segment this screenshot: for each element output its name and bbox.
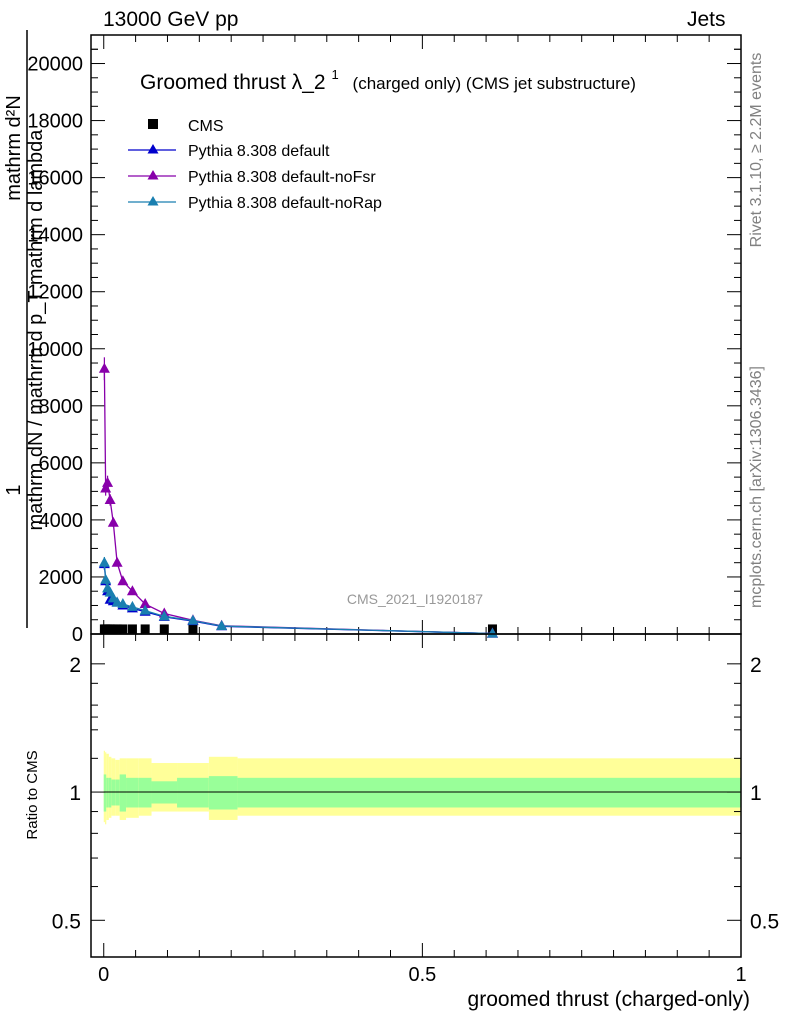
y-tick-label: 2000 <box>39 567 84 589</box>
x-tick-label: 0.5 <box>408 964 436 986</box>
data-point-nofsr <box>102 476 114 487</box>
rivet-version-label: Rivet 3.1.10, ≥ 2.2M events <box>748 53 765 248</box>
data-point-norap <box>486 627 498 638</box>
ratio-plot-frame <box>90 633 742 958</box>
data-point-norap <box>158 610 170 621</box>
y-tick-label: 12000 <box>27 282 83 304</box>
data-point-norap <box>187 614 199 625</box>
ratio-inner-band-bin <box>126 777 139 808</box>
ratio-y-tick-label-right: 0.5 <box>750 910 779 933</box>
legend-item-norap: Pythia 8.308 default-noRap <box>128 195 382 212</box>
y-tick-label: 14000 <box>27 225 83 247</box>
ratio-inner-band-bin <box>138 777 152 808</box>
ratio-inner-band-bin <box>237 777 741 808</box>
legend-item-cms: CMS <box>148 118 224 135</box>
y-tick-label: 20000 <box>27 54 83 76</box>
data-point-cms <box>118 624 128 634</box>
legend-label-default: Pythia 8.308 default <box>188 143 330 160</box>
data-point-nofsr <box>139 598 151 609</box>
data-point-norap <box>216 620 228 631</box>
y-tick-label: 8000 <box>39 396 84 418</box>
ratio-inner-band-bin <box>177 777 209 808</box>
ratio-y-tick-label-right: 2 <box>750 654 762 677</box>
data-point-norap <box>98 556 110 567</box>
ratio-inner-band-bin <box>106 777 109 808</box>
legend-label-norap: Pythia 8.308 default-noRap <box>188 195 382 212</box>
ratio-inner-band-bin <box>119 774 127 812</box>
y-axis-label-denominator: mathrm dN / mathrm d p_T mathrm d lambda <box>25 129 47 531</box>
data-point-nofsr <box>111 556 123 567</box>
x-axis-label: groomed thrust (charged-only) <box>468 988 750 1011</box>
ratio-y-tick-label: 1 <box>69 782 81 805</box>
x-tick-label: 1 <box>735 964 746 986</box>
ratio-y-tick-label-right: 1 <box>750 782 762 805</box>
x-tick-label: 0 <box>98 964 109 986</box>
legend: CMS Pythia 8.308 default Pythia 8.308 de… <box>128 118 382 212</box>
ratio-inner-band-bin <box>108 777 112 808</box>
legend-marker-norap <box>147 196 159 206</box>
ratio-y-axis-label: Ratio to CMS <box>24 750 41 839</box>
chart-title-symbol: λ_2 <box>292 71 326 94</box>
series-norap <box>98 556 498 638</box>
data-point-norap <box>100 573 112 584</box>
legend-marker-nofsr <box>147 170 159 180</box>
legend-item-nofsr: Pythia 8.308 default-noFsr <box>128 169 376 186</box>
legend-marker-cms <box>148 119 158 129</box>
chart-title-main: Groomed thrust <box>140 71 286 94</box>
ratio-inner-band-bin <box>208 776 238 810</box>
ratio-inner-band-bin <box>105 774 107 812</box>
category-label: Jets <box>687 8 726 31</box>
chart-title-rest: (charged only) (CMS jet substructure) <box>353 74 636 93</box>
y-axis-label-top: mathrm d²N <box>3 95 25 201</box>
ratio-y-tick-label: 0.5 <box>52 910 81 933</box>
svg-text:Groomed thrust λ_2 1: Groomed thrust λ_2 1 (charged only) (CMS… <box>140 61 636 94</box>
data-point-cms <box>188 624 198 634</box>
data-point-nofsr <box>98 362 110 373</box>
legend-marker-default <box>147 144 159 154</box>
y-tick-label: 6000 <box>39 453 84 475</box>
data-point-nofsr <box>100 482 112 493</box>
chart-title-superscript: 1 <box>331 67 338 82</box>
y-tick-label: 4000 <box>39 510 84 532</box>
data-point-cms <box>127 624 137 634</box>
y-tick-label: 16000 <box>27 168 83 190</box>
energy-label: 13000 GeV pp <box>103 8 239 31</box>
legend-label-nofsr: Pythia 8.308 default-noFsr <box>188 169 376 186</box>
y-tick-label: 0 <box>72 624 83 646</box>
data-point-nofsr <box>104 493 116 504</box>
data-point-norap <box>139 604 151 615</box>
data-point-nofsr <box>107 516 119 527</box>
y-axis-label-one: 1 <box>3 484 25 495</box>
y-tick-label: 18000 <box>27 111 83 133</box>
data-point-cms <box>159 624 169 634</box>
ratio-y-tick-label: 2 <box>69 654 81 677</box>
main-panel: 0 2000 4000 6000 8000 10000 12000 14000 16000 180… <box>27 34 742 646</box>
data-point-norap <box>126 600 138 611</box>
data-point-nofsr <box>126 585 138 596</box>
legend-item-default: Pythia 8.308 default <box>128 143 330 160</box>
mcplots-reference-label: mcplots.cern.ch [arXiv:1306.3436] <box>748 366 765 608</box>
analysis-watermark: CMS_2021_I1920187 <box>347 591 483 607</box>
data-point-cms <box>112 624 122 634</box>
legend-label-cms: CMS <box>188 118 224 135</box>
ratio-inner-band-bin <box>103 774 106 812</box>
data-point-norap <box>117 598 129 609</box>
ratio-panel: 0 0.5 1 0.5 0.5 1 1 2 2 <box>52 633 779 986</box>
data-point-cms <box>140 624 150 634</box>
data-point-nofsr <box>117 575 129 586</box>
y-tick-label: 10000 <box>27 339 83 361</box>
